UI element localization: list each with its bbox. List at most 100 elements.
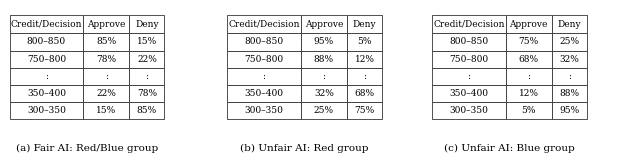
Text: 800–850: 800–850 xyxy=(449,37,488,46)
Text: 85%: 85% xyxy=(137,106,157,115)
Text: 15%: 15% xyxy=(96,106,116,115)
Text: 15%: 15% xyxy=(137,37,157,46)
Text: 350–400: 350–400 xyxy=(244,89,284,98)
Bar xyxy=(432,51,506,68)
Text: Credit/Decision: Credit/Decision xyxy=(433,20,504,29)
Bar xyxy=(301,51,347,68)
Bar xyxy=(10,85,83,102)
Text: (a) Fair AI: Red/Blue group: (a) Fair AI: Red/Blue group xyxy=(16,144,158,153)
Bar xyxy=(129,15,164,33)
Bar xyxy=(552,33,587,51)
Bar xyxy=(83,85,129,102)
Text: 32%: 32% xyxy=(314,89,334,98)
Text: :: : xyxy=(527,72,530,81)
Text: 800–850: 800–850 xyxy=(27,37,66,46)
Bar xyxy=(506,68,552,85)
Bar xyxy=(432,102,506,119)
Text: :: : xyxy=(363,72,366,81)
Text: 95%: 95% xyxy=(559,106,579,115)
Text: Deny: Deny xyxy=(557,20,581,29)
Bar xyxy=(10,68,83,85)
Bar xyxy=(83,33,129,51)
Text: 75%: 75% xyxy=(518,37,539,46)
Bar xyxy=(506,15,552,33)
Text: 350–400: 350–400 xyxy=(449,89,488,98)
Text: 68%: 68% xyxy=(518,55,539,64)
Bar xyxy=(506,85,552,102)
Bar xyxy=(347,15,382,33)
Bar xyxy=(347,68,382,85)
Text: Credit/Decision: Credit/Decision xyxy=(228,20,300,29)
Text: 12%: 12% xyxy=(518,89,539,98)
Text: 300–350: 300–350 xyxy=(244,106,284,115)
Text: 25%: 25% xyxy=(314,106,334,115)
Text: :: : xyxy=(467,72,470,81)
Bar xyxy=(432,15,506,33)
Text: 88%: 88% xyxy=(559,89,579,98)
Bar xyxy=(301,15,347,33)
Text: 75%: 75% xyxy=(355,106,374,115)
Bar xyxy=(347,102,382,119)
Text: 68%: 68% xyxy=(355,89,374,98)
Bar xyxy=(552,51,587,68)
Bar xyxy=(129,51,164,68)
Text: :: : xyxy=(105,72,108,81)
Text: 350–400: 350–400 xyxy=(27,89,66,98)
Text: 5%: 5% xyxy=(522,106,536,115)
Text: 25%: 25% xyxy=(559,37,579,46)
Bar xyxy=(347,51,382,68)
Bar xyxy=(10,51,83,68)
Text: 750–800: 750–800 xyxy=(27,55,66,64)
Text: 85%: 85% xyxy=(96,37,116,46)
Bar xyxy=(83,102,129,119)
Bar xyxy=(10,33,83,51)
Text: Approve: Approve xyxy=(509,20,548,29)
Text: 12%: 12% xyxy=(355,55,374,64)
Text: 750–800: 750–800 xyxy=(449,55,488,64)
Bar xyxy=(227,85,301,102)
Bar xyxy=(347,33,382,51)
Bar xyxy=(552,68,587,85)
Bar xyxy=(432,68,506,85)
Text: (c) Unfair AI: Blue group: (c) Unfair AI: Blue group xyxy=(444,144,575,153)
Text: Approve: Approve xyxy=(87,20,125,29)
Bar xyxy=(301,68,347,85)
Bar xyxy=(506,51,552,68)
Bar xyxy=(301,102,347,119)
Bar xyxy=(129,102,164,119)
Text: 95%: 95% xyxy=(314,37,334,46)
Text: 750–800: 750–800 xyxy=(244,55,284,64)
Text: 22%: 22% xyxy=(96,89,116,98)
Bar xyxy=(506,102,552,119)
Text: :: : xyxy=(568,72,571,81)
Text: 22%: 22% xyxy=(137,55,157,64)
Bar xyxy=(227,33,301,51)
Text: 32%: 32% xyxy=(559,55,579,64)
Text: :: : xyxy=(145,72,148,81)
Text: 78%: 78% xyxy=(137,89,157,98)
Text: :: : xyxy=(262,72,266,81)
Bar xyxy=(552,102,587,119)
Bar xyxy=(83,68,129,85)
Bar xyxy=(83,51,129,68)
Bar xyxy=(10,15,83,33)
Text: 300–350: 300–350 xyxy=(449,106,488,115)
Bar xyxy=(83,15,129,33)
Bar xyxy=(227,15,301,33)
Bar xyxy=(227,102,301,119)
Bar xyxy=(227,51,301,68)
Bar xyxy=(301,85,347,102)
Text: 800–850: 800–850 xyxy=(244,37,284,46)
Text: 5%: 5% xyxy=(357,37,372,46)
Bar xyxy=(301,33,347,51)
Text: 88%: 88% xyxy=(314,55,334,64)
Bar xyxy=(432,33,506,51)
Bar xyxy=(227,68,301,85)
Bar xyxy=(129,85,164,102)
Text: Approve: Approve xyxy=(305,20,343,29)
Text: Credit/Decision: Credit/Decision xyxy=(11,20,82,29)
Text: :: : xyxy=(45,72,48,81)
Text: (b) Unfair AI: Red group: (b) Unfair AI: Red group xyxy=(241,144,369,153)
Bar xyxy=(129,33,164,51)
Bar xyxy=(552,85,587,102)
